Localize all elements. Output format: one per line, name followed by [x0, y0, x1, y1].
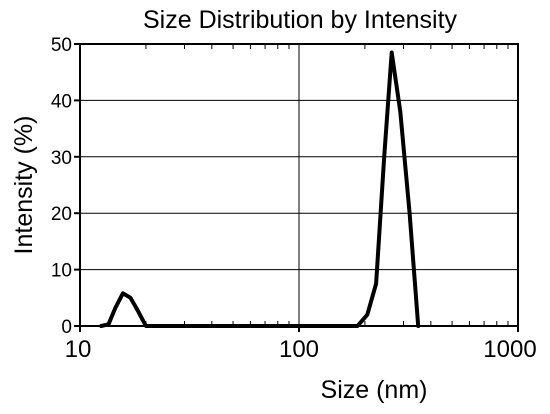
minor-ticks [74, 43, 519, 332]
y-tick-label: 20 [51, 204, 72, 225]
y-tick-label: 30 [51, 148, 72, 169]
y-tick-label: 50 [51, 35, 72, 56]
x-tick-label: 10 [65, 336, 92, 363]
series-group [99, 50, 421, 328]
y-tick-label: 10 [51, 261, 72, 282]
y-axis-label: Intensity (%) [10, 116, 38, 255]
x-tick-labels: 10 100 1000 [65, 336, 537, 363]
y-tick-label: 40 [51, 91, 72, 112]
x-tick-label: 1000 [483, 336, 536, 363]
y-tick-label: 0 [61, 317, 72, 338]
series-line [99, 50, 421, 328]
gridlines [80, 44, 518, 326]
plot-frame [79, 43, 519, 327]
x-tick-label: 100 [279, 336, 319, 363]
x-axis-label: Size (nm) [321, 376, 428, 404]
y-tick-labels: 0 10 20 30 40 50 [51, 35, 72, 338]
chart-title: Size Distribution by Intensity [143, 6, 458, 34]
